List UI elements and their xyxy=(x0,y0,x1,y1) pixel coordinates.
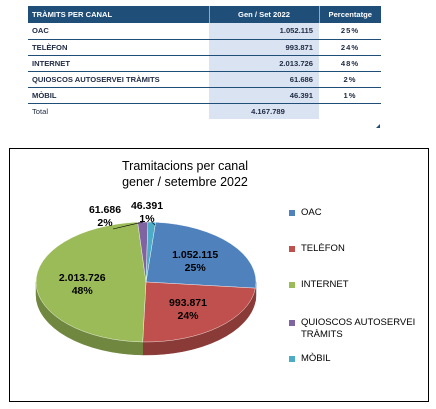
pie-slice-m-bil xyxy=(145,221,156,283)
pie-slice-oac xyxy=(145,222,257,289)
legend-label: TELÈFON xyxy=(301,243,345,254)
legend-item-m-bil: MÒBIL xyxy=(289,353,331,365)
legend-label: OAC xyxy=(301,207,322,218)
total-label: Total xyxy=(32,106,49,116)
row-percent: 1% xyxy=(319,87,381,104)
chart-title-line-2: gener / setembre 2022 xyxy=(122,175,248,189)
row-channel-name: QUIOSCOS AUTOSERVEI TRÀMITS xyxy=(28,71,209,88)
channel-table: TRÀMITS PER CANAL Gen / Set 2022 Percent… xyxy=(28,6,381,119)
chart-title-line-1: Tramitacions per canal xyxy=(122,159,248,173)
legend-swatch xyxy=(289,246,295,252)
total-value: 4.167.789 xyxy=(209,103,319,119)
table-row: QUIOSCOS AUTOSERVEI TRÀMITS 61.686 2% xyxy=(28,71,381,88)
pie-chart: Tramitacions per canal gener / setembre 2… xyxy=(9,148,429,402)
table-corner-mark xyxy=(376,124,380,128)
row-percent: 2% xyxy=(319,71,381,88)
chart-title: Tramitacions per canal gener / setembre 2… xyxy=(100,158,270,190)
row-channel-name: MÒBIL xyxy=(28,87,209,104)
row-percent: 24% xyxy=(319,39,381,56)
table-total-row: Total 4.167.789 xyxy=(28,103,381,119)
data-label-oac: 1.052.115 25% xyxy=(172,249,218,274)
pie-slice-internet xyxy=(35,221,147,343)
row-value: 993.871 xyxy=(209,39,319,56)
legend-item-internet: INTERNET xyxy=(289,279,349,291)
row-value: 46.391 xyxy=(209,87,319,104)
row-value: 2.013.726 xyxy=(209,55,319,72)
table-row: MÒBIL 46.391 1% xyxy=(28,87,381,104)
row-channel-name: TELÈFON xyxy=(28,39,209,56)
leader-line-m-bil xyxy=(151,221,156,226)
legend-swatch xyxy=(289,282,295,288)
row-channel-name: INTERNET xyxy=(28,55,209,72)
data-label-internet: 2.013.726 48% xyxy=(59,272,106,297)
row-channel-name: OAC xyxy=(28,23,209,40)
legend-swatch xyxy=(289,356,295,362)
header-percent: Percentatge xyxy=(319,6,381,23)
header-channel: TRÀMITS PER CANAL xyxy=(28,6,210,23)
row-value: 61.686 xyxy=(209,71,319,88)
legend-swatch xyxy=(289,210,295,216)
table-row: OAC 1.052.115 25% xyxy=(28,23,381,40)
legend-item-oac: OAC xyxy=(289,207,322,219)
legend-label: QUIOSCOS AUTOSERVEI TRÀMITS xyxy=(301,317,416,340)
legend-item-quioscos-autoservei-tr-mits: QUIOSCOS AUTOSERVEI TRÀMITS xyxy=(289,317,431,341)
table-row: INTERNET 2.013.726 48% xyxy=(28,55,381,72)
pie-slice-tel-fon xyxy=(142,281,256,343)
table-row: TELÈFON 993.871 24% xyxy=(28,39,381,56)
data-label-quioscos-autoservei-tr-mits: 61.686 2% xyxy=(89,204,121,229)
table-header-row: TRÀMITS PER CANAL Gen / Set 2022 Percent… xyxy=(28,6,381,23)
row-percent: 48% xyxy=(319,55,381,72)
legend-swatch xyxy=(289,320,295,326)
legend-label: MÒBIL xyxy=(301,353,331,364)
leader-line-quioscos-autoservei-tr-mits xyxy=(112,221,143,230)
row-percent: 25% xyxy=(319,23,381,40)
legend-label: INTERNET xyxy=(301,279,349,290)
row-value: 1.052.115 xyxy=(209,23,319,40)
header-period: Gen / Set 2022 xyxy=(209,6,320,23)
legend-item-tel-fon: TELÈFON xyxy=(289,243,345,255)
data-label-m-bil: 46.391 1% xyxy=(131,200,163,225)
pie-chart-svg: 1.052.115 25% 993.871 24% 2.013.726 48% 61.686… xyxy=(35,200,257,356)
data-label-tel-fon: 993.871 24% xyxy=(169,297,207,322)
total-empty-cell xyxy=(319,103,381,119)
